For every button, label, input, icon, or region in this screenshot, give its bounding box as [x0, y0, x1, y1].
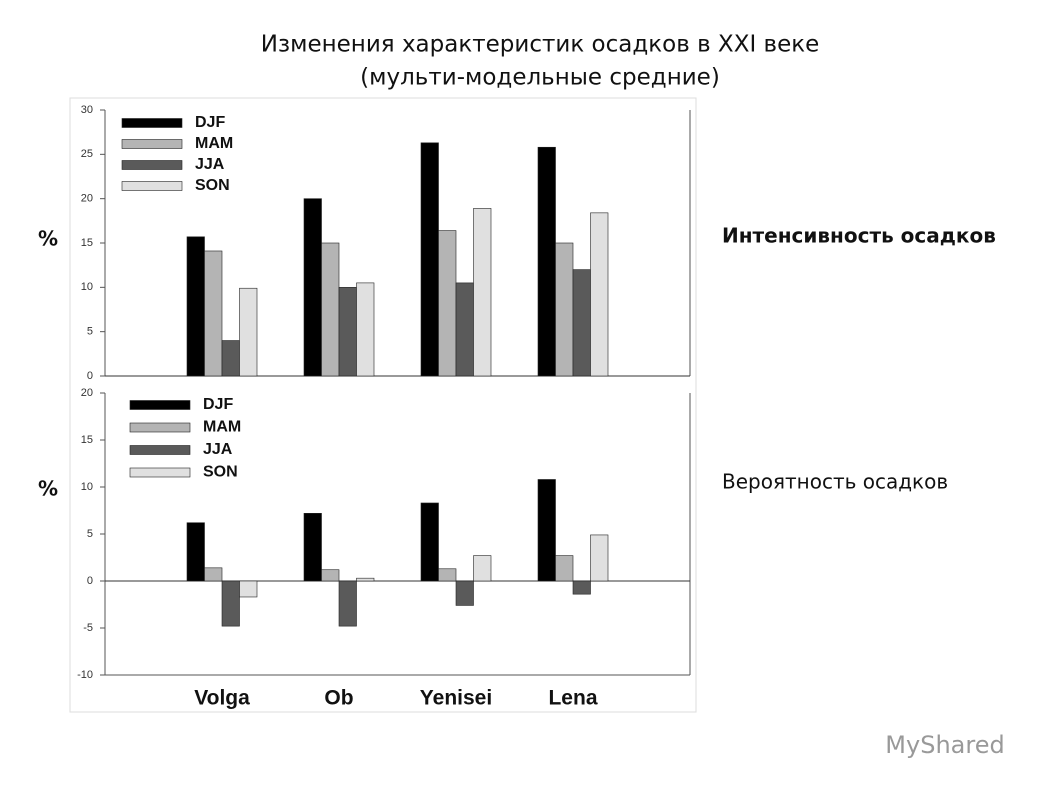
bar — [356, 577, 375, 582]
y-tick-label: 5 — [87, 326, 93, 338]
chart-label: Интенсивность осадков — [722, 224, 996, 248]
y-tick-label: 15 — [81, 237, 93, 249]
bar — [455, 282, 474, 377]
bar — [555, 555, 574, 582]
legend-swatch — [121, 181, 183, 191]
x-tick-label: Yenisei — [420, 687, 492, 710]
slide-title: Изменения характеристик осадков в XXI ве… — [261, 32, 820, 58]
bar — [537, 146, 556, 377]
bar — [473, 208, 492, 377]
bar — [572, 269, 591, 377]
legend-label: DJF — [203, 396, 233, 413]
y-tick-label: 0 — [87, 575, 93, 587]
legend-swatch — [129, 422, 191, 433]
bar — [338, 287, 357, 377]
bar — [420, 142, 439, 377]
legend-label: JJA — [203, 441, 233, 458]
bar — [221, 580, 240, 627]
bar — [303, 513, 322, 582]
y-axis-label: % — [38, 227, 58, 251]
y-tick-label: -10 — [77, 669, 93, 681]
bar — [239, 287, 258, 377]
y-tick-label: 20 — [81, 387, 93, 399]
bar — [438, 568, 457, 582]
legend-swatch — [129, 467, 191, 478]
bar — [204, 250, 223, 377]
y-axis-label: % — [38, 477, 58, 501]
legend-label: JJA — [195, 156, 225, 173]
legend-swatch — [129, 445, 191, 455]
legend-label: MAM — [203, 419, 241, 436]
bar — [356, 282, 375, 377]
legend-label: SON — [203, 464, 238, 481]
legend-label: SON — [195, 177, 230, 194]
y-tick-label: 25 — [81, 148, 93, 160]
legend-swatch — [121, 160, 183, 170]
legend-swatch — [121, 139, 183, 149]
bar — [455, 580, 474, 606]
y-tick-label: 10 — [81, 481, 93, 493]
y-tick-label: 5 — [87, 528, 93, 540]
bar — [420, 502, 439, 582]
bar — [555, 242, 574, 377]
x-tick-label: Ob — [324, 687, 353, 710]
x-tick-label: Lena — [548, 687, 597, 710]
bar — [572, 580, 591, 595]
bar — [186, 522, 205, 582]
x-tick-label: Volga — [194, 687, 250, 710]
y-tick-label: 15 — [81, 434, 93, 446]
slide-subtitle: (мульти-модельные средние) — [360, 65, 720, 91]
bar — [473, 555, 492, 582]
bar — [204, 567, 223, 582]
figure-frame — [69, 97, 697, 713]
bar — [303, 198, 322, 377]
bar — [321, 242, 340, 377]
y-tick-label: 0 — [87, 370, 93, 382]
bar — [221, 340, 240, 377]
legend-swatch — [121, 118, 183, 128]
legend-swatch — [129, 400, 191, 410]
y-tick-label: 10 — [81, 281, 93, 293]
bar — [321, 569, 340, 582]
legend-label: DJF — [195, 114, 225, 131]
chart-label: Вероятность осадков — [722, 470, 948, 494]
watermark: MyShared — [885, 731, 1004, 759]
bar — [438, 230, 457, 377]
y-tick-label: 30 — [81, 104, 93, 116]
y-tick-label: -5 — [83, 622, 93, 634]
bar — [590, 534, 609, 582]
y-tick-label: 20 — [81, 193, 93, 205]
bar — [186, 236, 205, 377]
bar — [590, 212, 609, 377]
bar — [239, 580, 258, 598]
bar — [537, 479, 556, 582]
legend-label: MAM — [195, 135, 233, 152]
bar — [338, 580, 357, 627]
